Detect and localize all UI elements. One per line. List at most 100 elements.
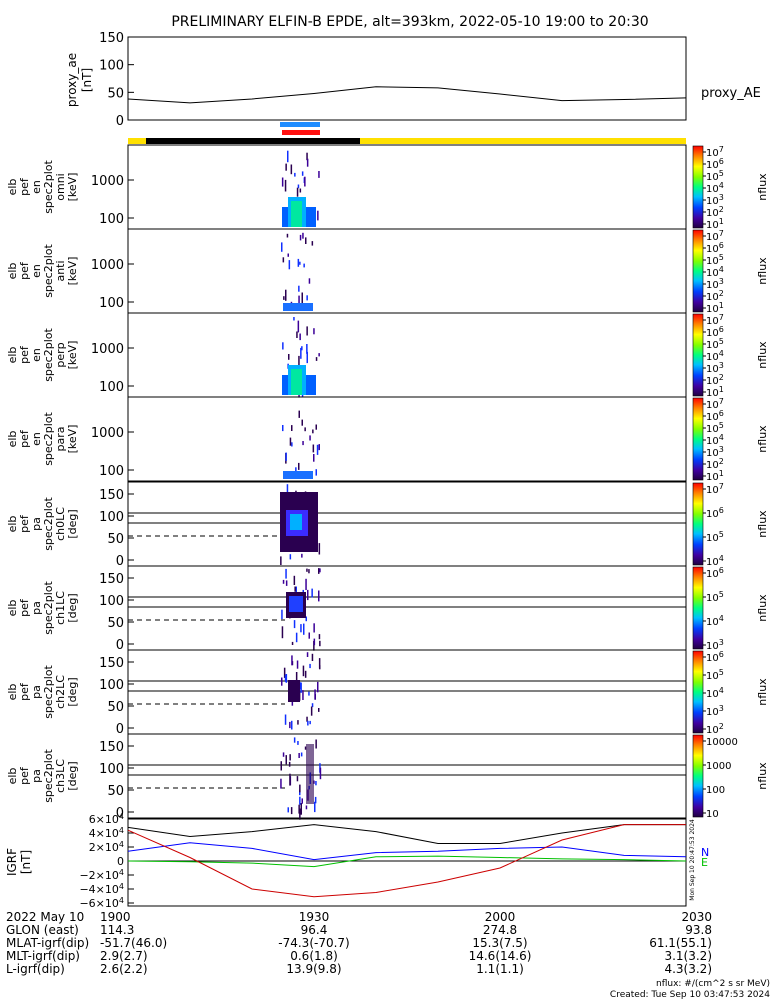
spec-streak — [308, 569, 310, 574]
spec-streak — [307, 589, 309, 601]
spec-ylabel-line: en — [30, 180, 43, 194]
igrf-ylabel: IGRF — [5, 848, 19, 876]
colorbar-tick-label: 105 — [706, 530, 724, 544]
spec-streak — [284, 675, 287, 682]
footer-row-label: 2022 May 10 — [6, 910, 84, 924]
spec-tick-label: 150 — [99, 656, 124, 671]
spec-tick-label: 100 — [99, 510, 124, 525]
colorbar-tick-label: 105 — [706, 421, 724, 435]
colorbar-tick-label: 106 — [706, 506, 724, 520]
spec-tick-label: 50 — [107, 700, 124, 715]
igrf-legend-n: N — [701, 846, 709, 859]
spec-streak — [299, 796, 301, 805]
spec-panel-6: 150 100 50 0 elb pef pa spec2plot ch2LC [deg] — [6, 649, 687, 737]
spec-streak — [308, 691, 310, 696]
region-bar-blue — [280, 122, 320, 127]
spec-streak — [319, 767, 322, 780]
spec-streak — [299, 234, 302, 241]
spec-ylabel-line: pa — [30, 601, 43, 615]
colorbar-name: nflux — [756, 594, 769, 622]
footer-row-label: MLAT-igrf(dip) — [6, 936, 89, 950]
spec-streak — [298, 285, 300, 292]
spec-streak — [314, 801, 316, 813]
spec-ylabel-line: ch0LC — [54, 507, 67, 541]
igrf-x-line — [127, 824, 686, 844]
spec-streak — [312, 444, 315, 453]
spec-ylabel-line: [deg] — [66, 677, 79, 706]
colorbar-tick-label: 103 — [706, 638, 724, 652]
colorbar-gradient — [692, 650, 704, 734]
spec-streak — [311, 588, 313, 598]
spec-streak — [281, 177, 284, 187]
spec-streak — [309, 435, 311, 441]
spec-ylabel-line: spec2plot — [42, 412, 55, 466]
spec-streak — [282, 579, 285, 584]
spec-ylabel-line: en — [30, 264, 43, 278]
colorbar-tick-label: 106 — [706, 241, 724, 255]
spec-blob — [289, 596, 303, 612]
spec-ylabel-line: en — [30, 348, 43, 362]
spec-streak — [306, 568, 308, 572]
colorbar-tick-label: 104 — [706, 181, 724, 195]
spec-streak — [285, 568, 287, 579]
spec-streak — [316, 444, 319, 455]
spec-streak — [283, 296, 285, 300]
spec-streak — [318, 543, 321, 555]
colorbar-tick-label: 107 — [706, 145, 724, 159]
spec-ylabel-line: [deg] — [66, 761, 79, 790]
spec-streak — [301, 553, 303, 558]
colorbar-tick-label: 104 — [706, 614, 724, 628]
spec-streak — [313, 640, 315, 651]
igrf-tick-label: 0 — [117, 855, 124, 868]
footer-value: 2030 — [681, 910, 712, 924]
spec-tick-label: 150 — [99, 488, 124, 503]
spec-streak — [285, 580, 288, 586]
spec-ylabel-line: pef — [18, 766, 31, 785]
colorbar-tick-label: 106 — [706, 325, 724, 339]
spec-tick-label: 1000 — [91, 174, 124, 189]
spec-panel-0: 1000 100 elb pef en spec2plot omni [keV] — [6, 144, 687, 230]
spec-streak — [296, 187, 299, 197]
spec-streak — [285, 452, 287, 461]
spec-streak — [281, 242, 283, 252]
spec-blob — [291, 201, 302, 227]
spec-streak — [299, 808, 301, 820]
spec-ylabel-line: perp — [54, 342, 67, 367]
colorbar-name: nflux — [756, 678, 769, 706]
footer-value: 114.3 — [100, 923, 134, 937]
igrf-side-text: Mon Sep 10 20:47:53 2024 — [689, 819, 696, 901]
footer-value: 3.1(3.2) — [664, 949, 712, 963]
spec-frame — [127, 228, 687, 314]
spec-streak — [306, 295, 308, 301]
spec-streak — [303, 263, 305, 268]
footer-value: 2.6(2.2) — [100, 962, 148, 976]
colorbar-tick-label: 105 — [706, 253, 724, 267]
colorbar-tick-label: 102 — [706, 289, 724, 303]
footer-value: 1900 — [100, 910, 131, 924]
spec-streak — [293, 575, 296, 585]
igrf-tick-label: 2×104 — [89, 840, 124, 854]
spec-frame — [127, 144, 687, 230]
spec-blob — [283, 471, 313, 479]
spec-ylabel-line: elb — [6, 263, 19, 280]
ae-ylabel: proxy_ae — [65, 53, 79, 107]
spec-streak — [314, 796, 317, 804]
spec-streak — [319, 665, 321, 670]
spec-tick-label: 0 — [116, 806, 124, 821]
spec-streak — [313, 623, 315, 633]
spec-streak — [290, 807, 293, 815]
spec-streak — [308, 278, 311, 284]
spec-streak — [306, 716, 308, 722]
spec-tick-label: 100 — [99, 380, 124, 395]
spec-ylabel-line: elb — [6, 516, 19, 533]
spec-streak — [283, 667, 286, 678]
science-zone-black — [146, 138, 360, 144]
spec-streak — [306, 152, 308, 161]
colorbar-tick-label: 105 — [706, 337, 724, 351]
spec-blob — [288, 680, 300, 702]
spec-ylabel-line: spec2plot — [42, 665, 55, 719]
spec-streak — [305, 237, 307, 244]
